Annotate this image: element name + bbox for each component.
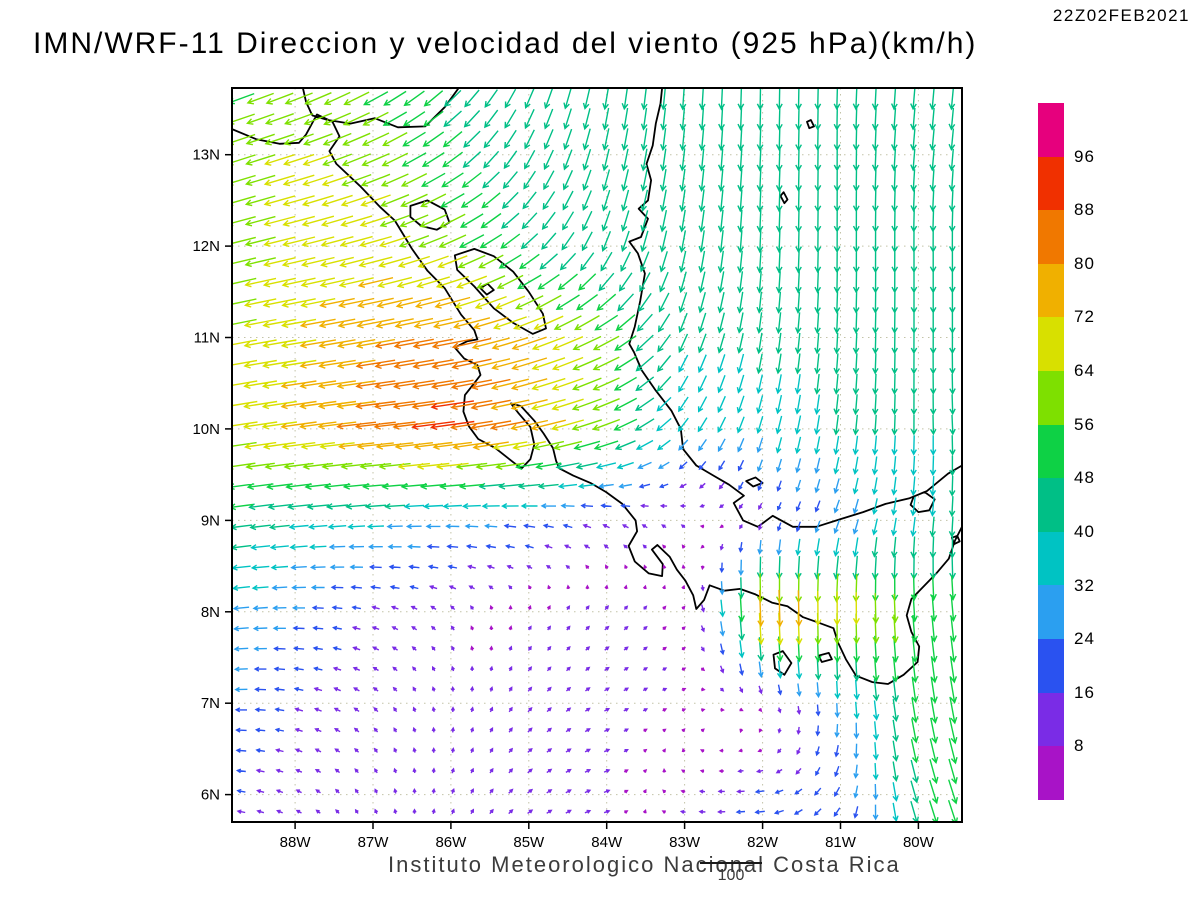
graticule bbox=[232, 88, 962, 822]
lon-tick-label: 88W bbox=[280, 834, 312, 851]
wind-arrows-speed-bucket-6 bbox=[232, 90, 958, 822]
wind-arrows-speed-bucket-0 bbox=[470, 524, 763, 814]
colorbar-labels: 8 16 24 32 40 48 56 64 72 80 88 96 bbox=[1074, 103, 1118, 800]
wind-arrows-speed-bucket-11 bbox=[411, 400, 475, 431]
lat-tick-label: 9N bbox=[201, 512, 220, 529]
colorbar-segment bbox=[1038, 478, 1064, 532]
lat-tick-label: 10N bbox=[192, 421, 220, 438]
lat-tick-label: 12N bbox=[192, 238, 220, 255]
plot-frame bbox=[231, 87, 963, 823]
lat-tick-label: 6N bbox=[201, 787, 220, 804]
lat-tick-label: 11N bbox=[194, 330, 220, 347]
colorbar-label: 80 bbox=[1074, 253, 1095, 273]
colorbar-segment bbox=[1038, 692, 1064, 747]
colorbar-segment bbox=[1038, 531, 1064, 586]
colorbar-segment bbox=[1038, 585, 1064, 640]
colorbar-segment bbox=[1038, 263, 1064, 318]
colorbar-segment bbox=[1038, 746, 1064, 800]
timestamp: 22Z02FEB2021 bbox=[1052, 6, 1190, 25]
wind-arrows-speed-bucket-7 bbox=[232, 91, 899, 646]
lon-tick-label: 80W bbox=[903, 834, 935, 851]
reference-vector-line bbox=[700, 862, 762, 864]
lon-tick-label: 87W bbox=[358, 834, 390, 851]
colorbar-segment bbox=[1038, 156, 1064, 211]
wind-map: 88W 87W 86W 85W 84W 83W 82W 81W 80W 13N 12N 11N 10N 9… bbox=[192, 87, 963, 851]
lon-tick-label: 81W bbox=[825, 834, 857, 851]
caption: Instituto Meteorologico Nacional Costa R… bbox=[388, 852, 901, 877]
colorbar-segment bbox=[1038, 639, 1064, 693]
lat-tick-label: 7N bbox=[201, 695, 220, 712]
colorbar-label: 32 bbox=[1074, 575, 1095, 595]
colorbar-label: 96 bbox=[1074, 146, 1095, 166]
colorbar-label: 88 bbox=[1074, 200, 1095, 220]
colorbar-label: 48 bbox=[1074, 468, 1095, 488]
wind-arrows-speed-bucket-9 bbox=[280, 277, 803, 628]
colorbar-label: 72 bbox=[1074, 307, 1095, 327]
lat-tick-label: 8N bbox=[201, 604, 220, 621]
lon-tick-label: 86W bbox=[435, 834, 467, 851]
wind-arrows-speed-bucket-4 bbox=[232, 353, 937, 822]
colorbar-label: 8 bbox=[1074, 736, 1085, 756]
wind-field bbox=[232, 88, 958, 822]
colorbar-label: 40 bbox=[1074, 521, 1095, 541]
colorbar-label: 56 bbox=[1074, 414, 1095, 434]
colorbar-segment bbox=[1038, 210, 1064, 264]
lon-tick-label: 83W bbox=[669, 834, 701, 851]
reference-vector-label: 100 bbox=[717, 867, 745, 884]
wind-arrows-speed-bucket-10 bbox=[336, 337, 530, 431]
colorbar-label: 64 bbox=[1074, 361, 1095, 381]
wind-arrows-speed-bucket-1 bbox=[236, 482, 802, 815]
colorbar-segment bbox=[1038, 424, 1064, 479]
lon-tick-label: 82W bbox=[747, 834, 779, 851]
colorbar-label: 24 bbox=[1074, 629, 1095, 649]
colorbar-segment bbox=[1038, 103, 1064, 157]
lat-tick-label: 13N bbox=[192, 147, 220, 164]
wind-arrows-speed-bucket-3 bbox=[232, 437, 879, 821]
plot-area bbox=[232, 88, 962, 822]
wind-arrows-speed-bucket-8 bbox=[232, 153, 860, 646]
lon-tick-label: 84W bbox=[591, 834, 623, 851]
colorbar-label: 16 bbox=[1074, 682, 1095, 702]
colorbar-segment bbox=[1038, 317, 1064, 372]
chart-title: IMN/WRF-11 Direccion y velocidad del vie… bbox=[33, 27, 978, 60]
colorbar bbox=[1038, 103, 1064, 800]
wind-arrows-speed-bucket-5 bbox=[232, 88, 957, 822]
colorbar-segment bbox=[1038, 371, 1064, 425]
lon-tick-label: 85W bbox=[513, 834, 545, 851]
wind-arrows-speed-bucket-2 bbox=[234, 459, 859, 819]
